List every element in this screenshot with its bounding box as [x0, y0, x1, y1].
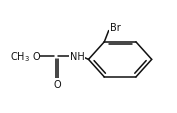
Text: NH: NH: [70, 52, 84, 61]
Text: CH$_3$: CH$_3$: [10, 50, 30, 63]
Text: O: O: [32, 52, 40, 61]
Text: Br: Br: [110, 23, 120, 33]
Text: O: O: [53, 79, 61, 89]
